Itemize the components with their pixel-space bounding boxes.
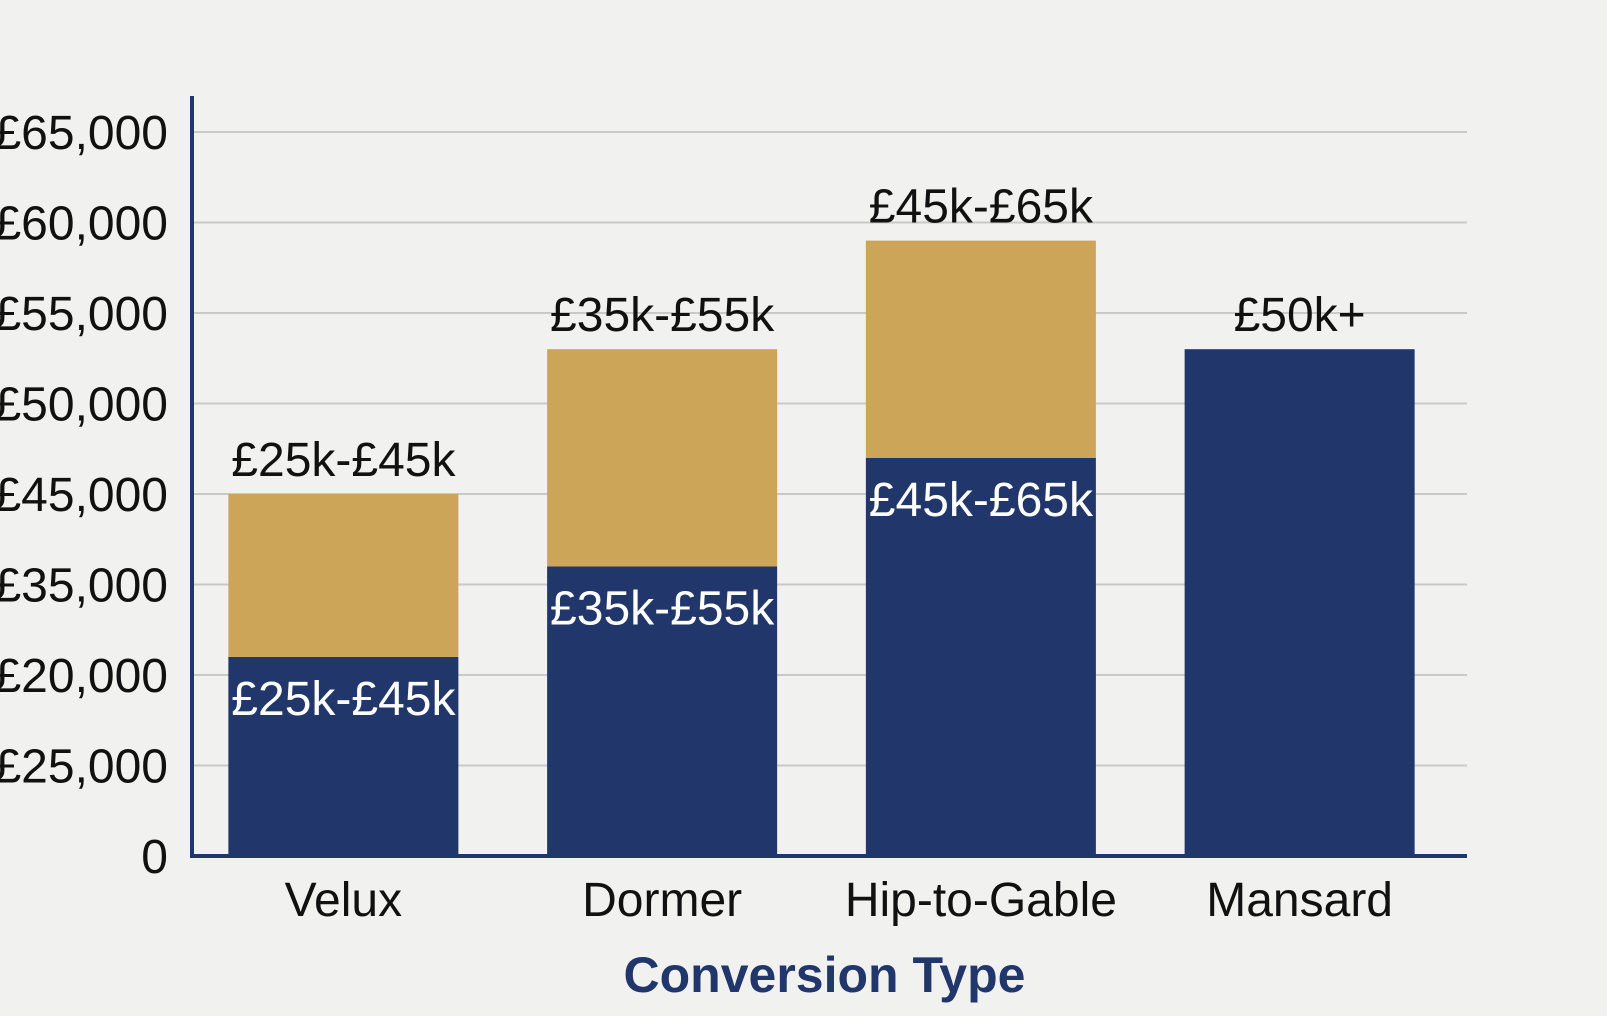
bars	[228, 240, 1415, 856]
bar-segment-base	[547, 566, 778, 856]
y-tick-label: £65,000	[0, 107, 168, 160]
bar-segment-base	[865, 457, 1096, 856]
bar-segment-base	[1184, 349, 1415, 856]
y-tick-label: £25,000	[0, 741, 168, 794]
x-tick-label: Dormer	[582, 874, 742, 927]
y-tick-label: £20,000	[0, 650, 168, 703]
y-tick-label: £35,000	[0, 560, 168, 613]
bar-segment-range	[547, 349, 778, 567]
bar-segment-range	[865, 240, 1096, 458]
x-tick-label: Mansard	[1206, 874, 1393, 927]
bar-inner-label: £45k-£65k	[869, 474, 1094, 527]
y-tick-label: £45,000	[0, 469, 168, 522]
bar-top-label: £50k+	[1234, 289, 1366, 342]
bar-segment-base	[228, 656, 459, 856]
y-axis-ticks: 0 £25,000 £20,000 £35,000 £45,000 £50,000 £55,…	[0, 107, 168, 884]
x-axis-ticks: Velux Dormer Hip-to-Gable Mansard	[285, 874, 1393, 927]
y-tick-label: £50,000	[0, 379, 168, 432]
bar-top-label: £45k-£65k	[869, 181, 1094, 234]
bar-inner-label: £35k-£55k	[550, 582, 775, 635]
bar-top-label: £35k-£55k	[550, 289, 775, 342]
y-tick-label: £60,000	[0, 198, 168, 251]
x-axis-title: Conversion Type	[624, 947, 1026, 1003]
y-tick-label: 0	[141, 831, 168, 884]
bar-inner-label: £25k-£45k	[231, 673, 456, 726]
bar-top-label: £25k-£45k	[231, 434, 456, 487]
bar-labels: £25k-£45k £25k-£45k £35k-£55k £35k-£55k £45k…	[231, 181, 1365, 726]
bar-segment-range	[228, 494, 459, 657]
x-tick-label: Hip-to-Gable	[845, 874, 1117, 927]
x-tick-label: Velux	[285, 874, 402, 927]
y-tick-label: £55,000	[0, 288, 168, 341]
